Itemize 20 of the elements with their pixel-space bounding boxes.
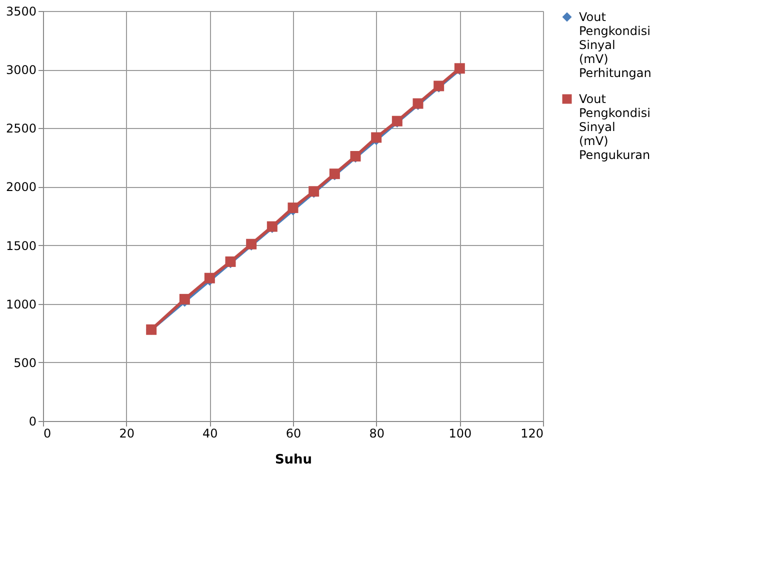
x-tick-label: 20 [119,426,134,440]
x-tick-label: 80 [369,426,384,440]
y-tick-label: 3000 [6,63,36,78]
point [371,132,382,143]
y-tick-label: 2000 [6,180,36,194]
x-tick-label: 100 [448,426,472,440]
x-tick-label: 40 [202,426,218,440]
point [204,272,215,284]
y-tick-label: 1500 [6,238,36,253]
legend-label: Vout Pengkondisi Sinyal (mV) Perhitungan [579,10,652,80]
legend-label: Vout Pengkondisi Sinyal (mV) Pengukuran [579,92,650,162]
y-tick-label: 3500 [6,4,36,18]
x-axis-title: Suhu [274,452,312,468]
y-tick-label: 2500 [6,122,36,136]
y-tick-label: 0 [28,414,36,428]
x-tick-label: 0 [44,426,52,440]
x-tick-label: 60 [286,426,302,440]
x-tick-label: 120 [520,426,544,440]
y-tick-label: 1000 [6,297,36,312]
y-tick-label: 500 [14,356,36,370]
